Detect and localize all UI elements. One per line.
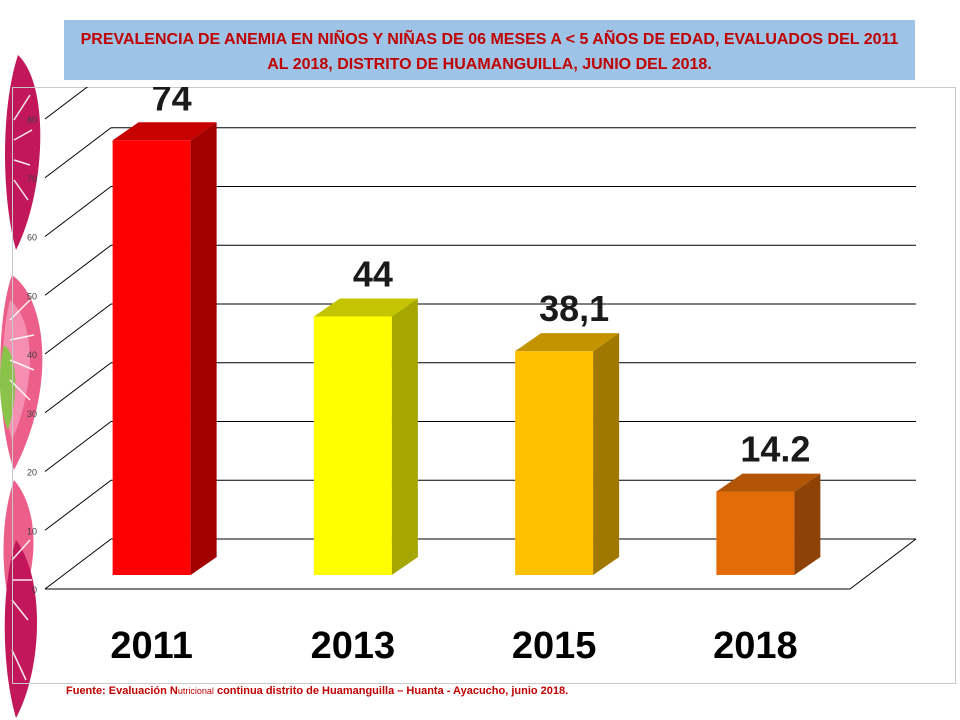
x-tick-label: 2011 [110, 625, 192, 667]
chart-title-banner: PREVALENCIA DE ANEMIA EN NIÑOS Y NIÑAS D… [64, 20, 915, 80]
gridline-side [44, 421, 112, 472]
gridline-side [44, 186, 112, 237]
source-prefix: Fuente: Evaluación N [66, 685, 178, 697]
bar-front [313, 316, 392, 575]
source-small: utricional [177, 686, 214, 696]
y-tick-label: 20 [27, 468, 37, 478]
y-tick-label: 10 [27, 526, 37, 536]
bar-side [190, 122, 217, 575]
bar-front [716, 491, 795, 575]
bar-side [794, 473, 821, 575]
data-label: 38,1 [539, 288, 609, 329]
source-suffix: continua distrito de Huamanguilla – Huan… [213, 685, 569, 697]
data-label: 14.2 [740, 429, 810, 470]
y-tick-label: 30 [27, 409, 37, 419]
gridline-side [44, 87, 89, 120]
y-tick-label: 40 [27, 350, 37, 360]
data-label: 74 [152, 87, 192, 118]
bar-side [391, 298, 418, 575]
petal-top [5, 55, 41, 250]
bar-top [515, 333, 620, 352]
y-tick-label: 70 [27, 174, 37, 184]
gridline-side [44, 362, 112, 414]
gridline-side [44, 538, 112, 590]
bar-top [313, 298, 418, 317]
gridline-side [44, 479, 112, 531]
y-tick-label: 80 [27, 115, 37, 125]
bar-top [112, 122, 217, 141]
chart-frame [12, 87, 956, 684]
y-tick-label: 60 [27, 233, 37, 243]
petal-strokes [9, 94, 35, 681]
bar-side [593, 333, 620, 575]
data-label: 44 [353, 254, 393, 295]
chart-title: PREVALENCIA DE ANEMIA EN NIÑOS Y NIÑAS D… [80, 31, 899, 73]
x-tick-label: 2018 [713, 625, 798, 667]
bar-front [515, 351, 594, 575]
floor-right-edge [849, 538, 917, 590]
bar-chart: 0 10 20 30 40 50 60 70 80 74 2011 44 2013 38,1 2015 14.… [27, 87, 917, 667]
source-note: Fuente: Evaluación Nutricional continua … [66, 685, 568, 697]
bar-front [112, 140, 191, 575]
flower-center [0, 345, 16, 430]
bar-top [716, 473, 821, 492]
gridline-side [44, 244, 112, 296]
y-tick-label: 50 [27, 291, 37, 301]
x-tick-label: 2015 [512, 625, 597, 667]
decorative-flower-border [0, 55, 43, 718]
y-tick-label: 0 [32, 585, 37, 595]
gridline-side [44, 127, 112, 179]
gridline-side [44, 303, 112, 355]
x-tick-label: 2013 [311, 625, 396, 667]
